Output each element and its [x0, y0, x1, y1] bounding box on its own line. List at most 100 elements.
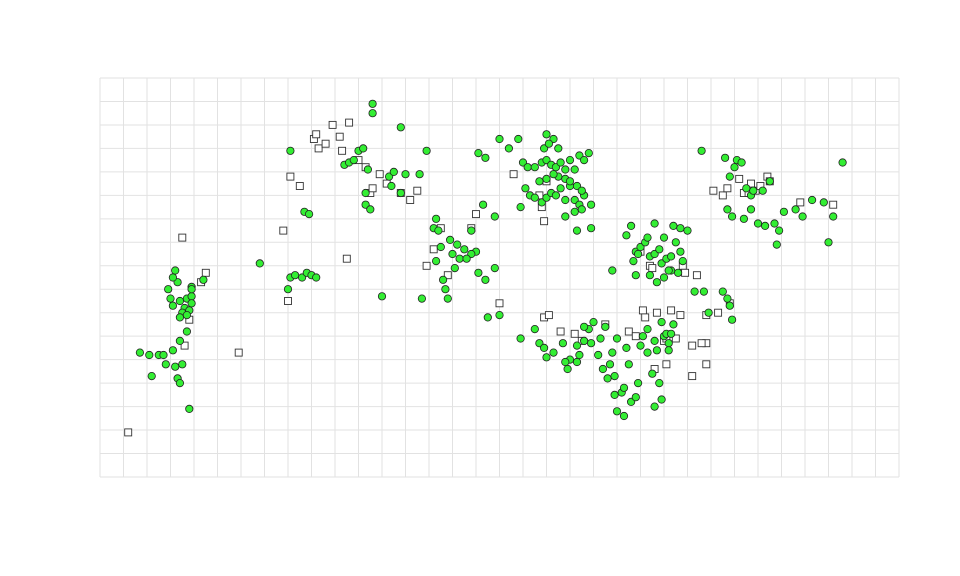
- data-point-circle: [605, 360, 615, 369]
- data-point-square: [641, 313, 650, 322]
- data-point-circle: [676, 224, 685, 233]
- data-point-square: [702, 360, 711, 369]
- data-point-circle: [659, 273, 669, 282]
- data-point-circle: [579, 322, 589, 331]
- data-point-square: [286, 172, 295, 181]
- data-point-circle: [807, 195, 817, 205]
- data-point-circle: [366, 205, 375, 214]
- data-point-circle: [443, 294, 452, 303]
- data-point-circle: [523, 163, 532, 172]
- data-point-square: [570, 329, 579, 338]
- data-point-circle: [838, 158, 847, 167]
- data-point-circle: [535, 177, 544, 186]
- data-point-circle: [417, 294, 426, 303]
- data-point-circle: [572, 226, 582, 235]
- data-point-square: [178, 233, 187, 242]
- data-point-square: [692, 271, 701, 280]
- data-point-circle: [368, 99, 377, 108]
- data-point-circle: [516, 203, 525, 212]
- data-point-circle: [166, 294, 175, 303]
- data-point-circle: [690, 287, 699, 296]
- data-point-circle: [441, 285, 450, 294]
- data-point-circle: [650, 336, 659, 345]
- data-point-circle: [645, 271, 655, 280]
- data-point-circle: [572, 357, 582, 367]
- data-point-circle: [495, 310, 504, 320]
- data-point-circle: [664, 339, 673, 348]
- data-point-circle: [361, 188, 370, 198]
- data-point-circle: [539, 343, 549, 352]
- data-point-circle: [669, 221, 678, 230]
- data-point-circle: [598, 364, 608, 374]
- data-point-circle: [572, 181, 582, 191]
- data-point-circle: [739, 214, 749, 223]
- data-point-circle: [633, 249, 643, 259]
- data-point-circle: [175, 313, 184, 322]
- data-point-circle: [631, 271, 640, 280]
- data-point-circle: [608, 348, 617, 357]
- data-point-circle: [438, 275, 448, 284]
- data-point-circle: [779, 207, 789, 216]
- data-point-circle: [570, 207, 579, 216]
- data-point-circle: [199, 275, 208, 284]
- data-point-circle: [481, 275, 490, 284]
- data-point-circle: [749, 186, 758, 195]
- data-point-circle: [652, 346, 662, 355]
- data-point-circle: [669, 320, 678, 329]
- data-point-circle: [720, 153, 730, 162]
- data-point-circle: [434, 226, 443, 235]
- data-point-circle: [182, 327, 191, 336]
- data-point-circle: [643, 348, 652, 357]
- data-point-circle: [481, 153, 490, 162]
- data-point-circle: [490, 263, 499, 273]
- data-point-circle: [737, 158, 746, 167]
- data-point-circle: [467, 226, 476, 235]
- data-point-circle: [608, 266, 617, 275]
- data-point-circle: [659, 233, 669, 242]
- data-point-square: [472, 210, 480, 219]
- data-point-circle: [596, 334, 605, 343]
- data-point-circle: [727, 315, 737, 324]
- data-point-circle: [286, 146, 295, 155]
- data-point-circle: [135, 348, 144, 357]
- data-point-circle: [396, 188, 405, 198]
- data-point-circle: [725, 172, 734, 181]
- data-point-square: [652, 308, 661, 317]
- data-point-circle: [676, 247, 685, 256]
- data-point-circle: [450, 263, 459, 273]
- data-point-circle: [187, 292, 196, 301]
- data-point-circle: [187, 299, 196, 308]
- data-point-circle: [643, 233, 652, 242]
- data-point-square: [375, 170, 384, 179]
- data-point-circle: [699, 287, 709, 296]
- data-point-circle: [549, 170, 558, 179]
- data-point-circle: [490, 212, 499, 221]
- data-point-circle: [730, 163, 739, 172]
- data-point-circle: [594, 350, 603, 360]
- data-point-circle: [655, 378, 664, 388]
- data-point-circle: [514, 134, 523, 144]
- data-point-circle: [448, 249, 457, 259]
- data-point-circle: [516, 334, 525, 343]
- data-point-circle: [638, 332, 648, 341]
- data-point-circle: [530, 163, 539, 172]
- data-point-square: [495, 299, 504, 308]
- data-point-circle: [185, 404, 194, 413]
- data-point-circle: [182, 310, 191, 320]
- data-point-square: [544, 311, 553, 320]
- data-point-circle: [758, 186, 767, 195]
- data-point-circle: [455, 254, 464, 263]
- data-point-circle: [727, 212, 737, 221]
- data-point-circle: [584, 149, 593, 158]
- data-point-circle: [704, 308, 713, 317]
- data-point-square: [556, 327, 565, 336]
- data-point-circle: [725, 301, 734, 310]
- data-point-square: [234, 348, 243, 357]
- data-point-circle: [753, 219, 763, 228]
- data-point-square: [688, 341, 697, 350]
- data-point-circle: [626, 221, 636, 230]
- data-point-circle: [387, 181, 396, 191]
- data-point-circle: [561, 357, 570, 367]
- data-point-circle: [164, 285, 173, 294]
